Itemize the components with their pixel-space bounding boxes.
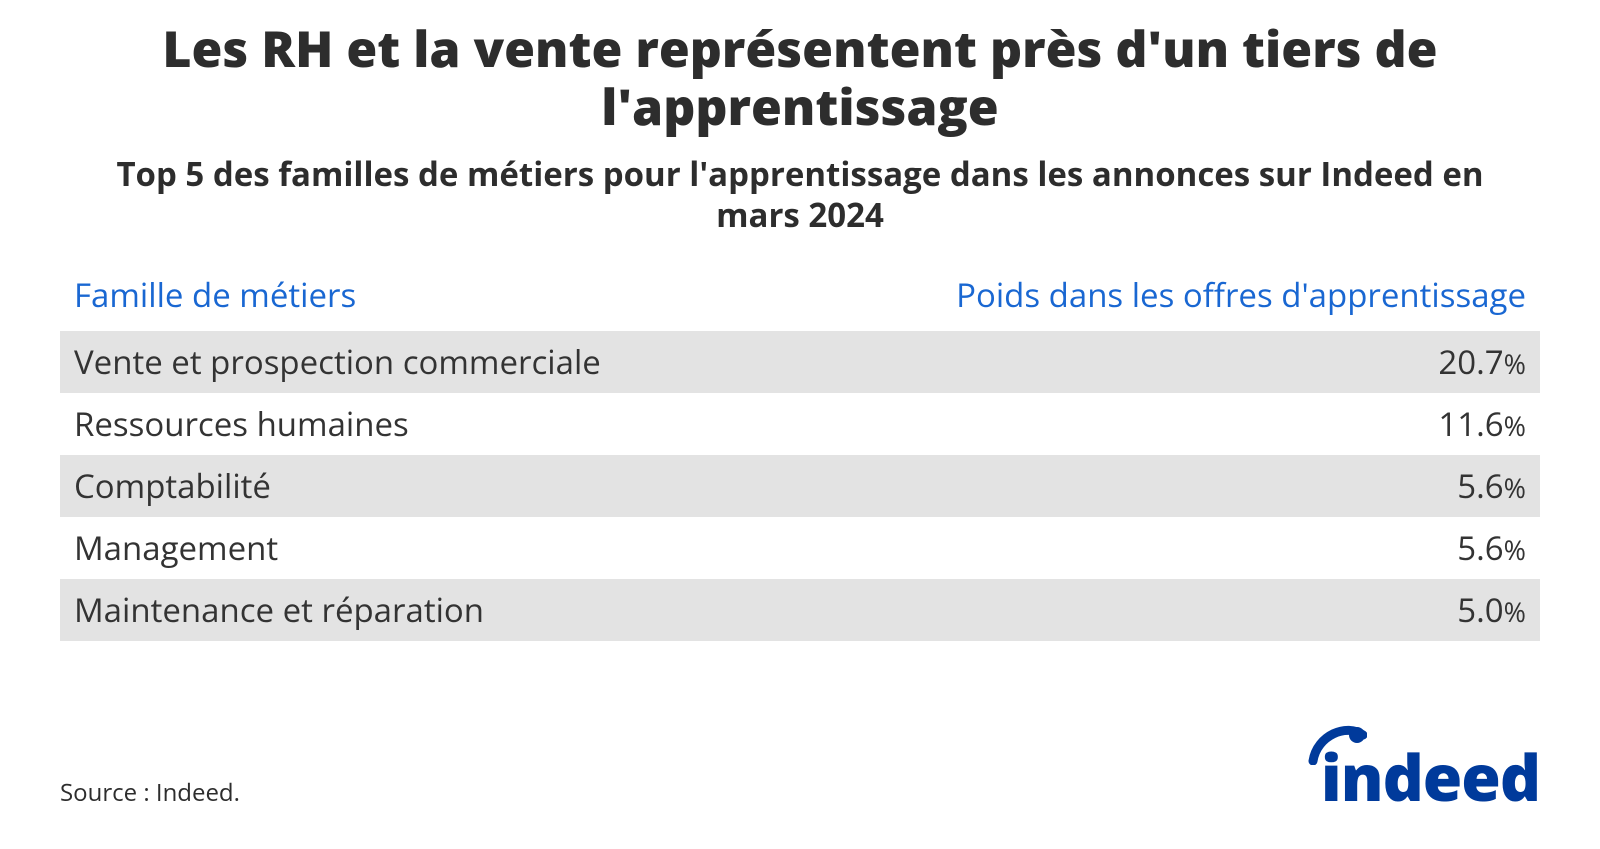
value-number: 5.6 [1457, 525, 1503, 570]
job-family-table: Famille de métiers Poids dans les offres… [60, 264, 1540, 641]
cell-metier: Management [60, 517, 871, 579]
table-row: Comptabilité 5.6% [60, 455, 1540, 517]
table-row: Ressources humaines 11.6% [60, 393, 1540, 455]
chart-subtitle: Top 5 des familles de métiers pour l'app… [100, 153, 1500, 236]
value-unit: % [1504, 345, 1526, 382]
table-body: Vente et prospection commerciale 20.7% R… [60, 331, 1540, 641]
table-row: Maintenance et réparation 5.0% [60, 579, 1540, 641]
value-unit: % [1504, 531, 1526, 568]
cell-metier: Comptabilité [60, 455, 871, 517]
cell-poids: 11.6% [871, 393, 1540, 455]
value-unit: % [1504, 593, 1526, 630]
source-text: Source : Indeed. [60, 776, 240, 809]
table-header-row: Famille de métiers Poids dans les offres… [60, 264, 1540, 331]
table-row: Management 5.6% [60, 517, 1540, 579]
value-number: 5.6 [1457, 463, 1503, 508]
value-number: 20.7 [1438, 339, 1503, 384]
cell-metier: Ressources humaines [60, 393, 871, 455]
cell-poids: 20.7% [871, 331, 1540, 393]
cell-poids: 5.6% [871, 455, 1540, 517]
indeed-logo-arc-icon [1307, 721, 1367, 765]
col-header-metier: Famille de métiers [60, 264, 871, 331]
cell-poids: 5.0% [871, 579, 1540, 641]
value-unit: % [1504, 469, 1526, 506]
cell-metier: Maintenance et réparation [60, 579, 871, 641]
chart-title: Les RH et la vente représentent près d'u… [100, 20, 1500, 135]
value-number: 5.0 [1457, 587, 1503, 632]
value-unit: % [1504, 407, 1526, 444]
cell-poids: 5.6% [871, 517, 1540, 579]
cell-metier: Vente et prospection commerciale [60, 331, 871, 393]
col-header-poids: Poids dans les offres d'apprentissage [871, 264, 1540, 331]
indeed-logo: indeed [1321, 745, 1540, 809]
value-number: 11.6 [1438, 401, 1503, 446]
table-row: Vente et prospection commerciale 20.7% [60, 331, 1540, 393]
